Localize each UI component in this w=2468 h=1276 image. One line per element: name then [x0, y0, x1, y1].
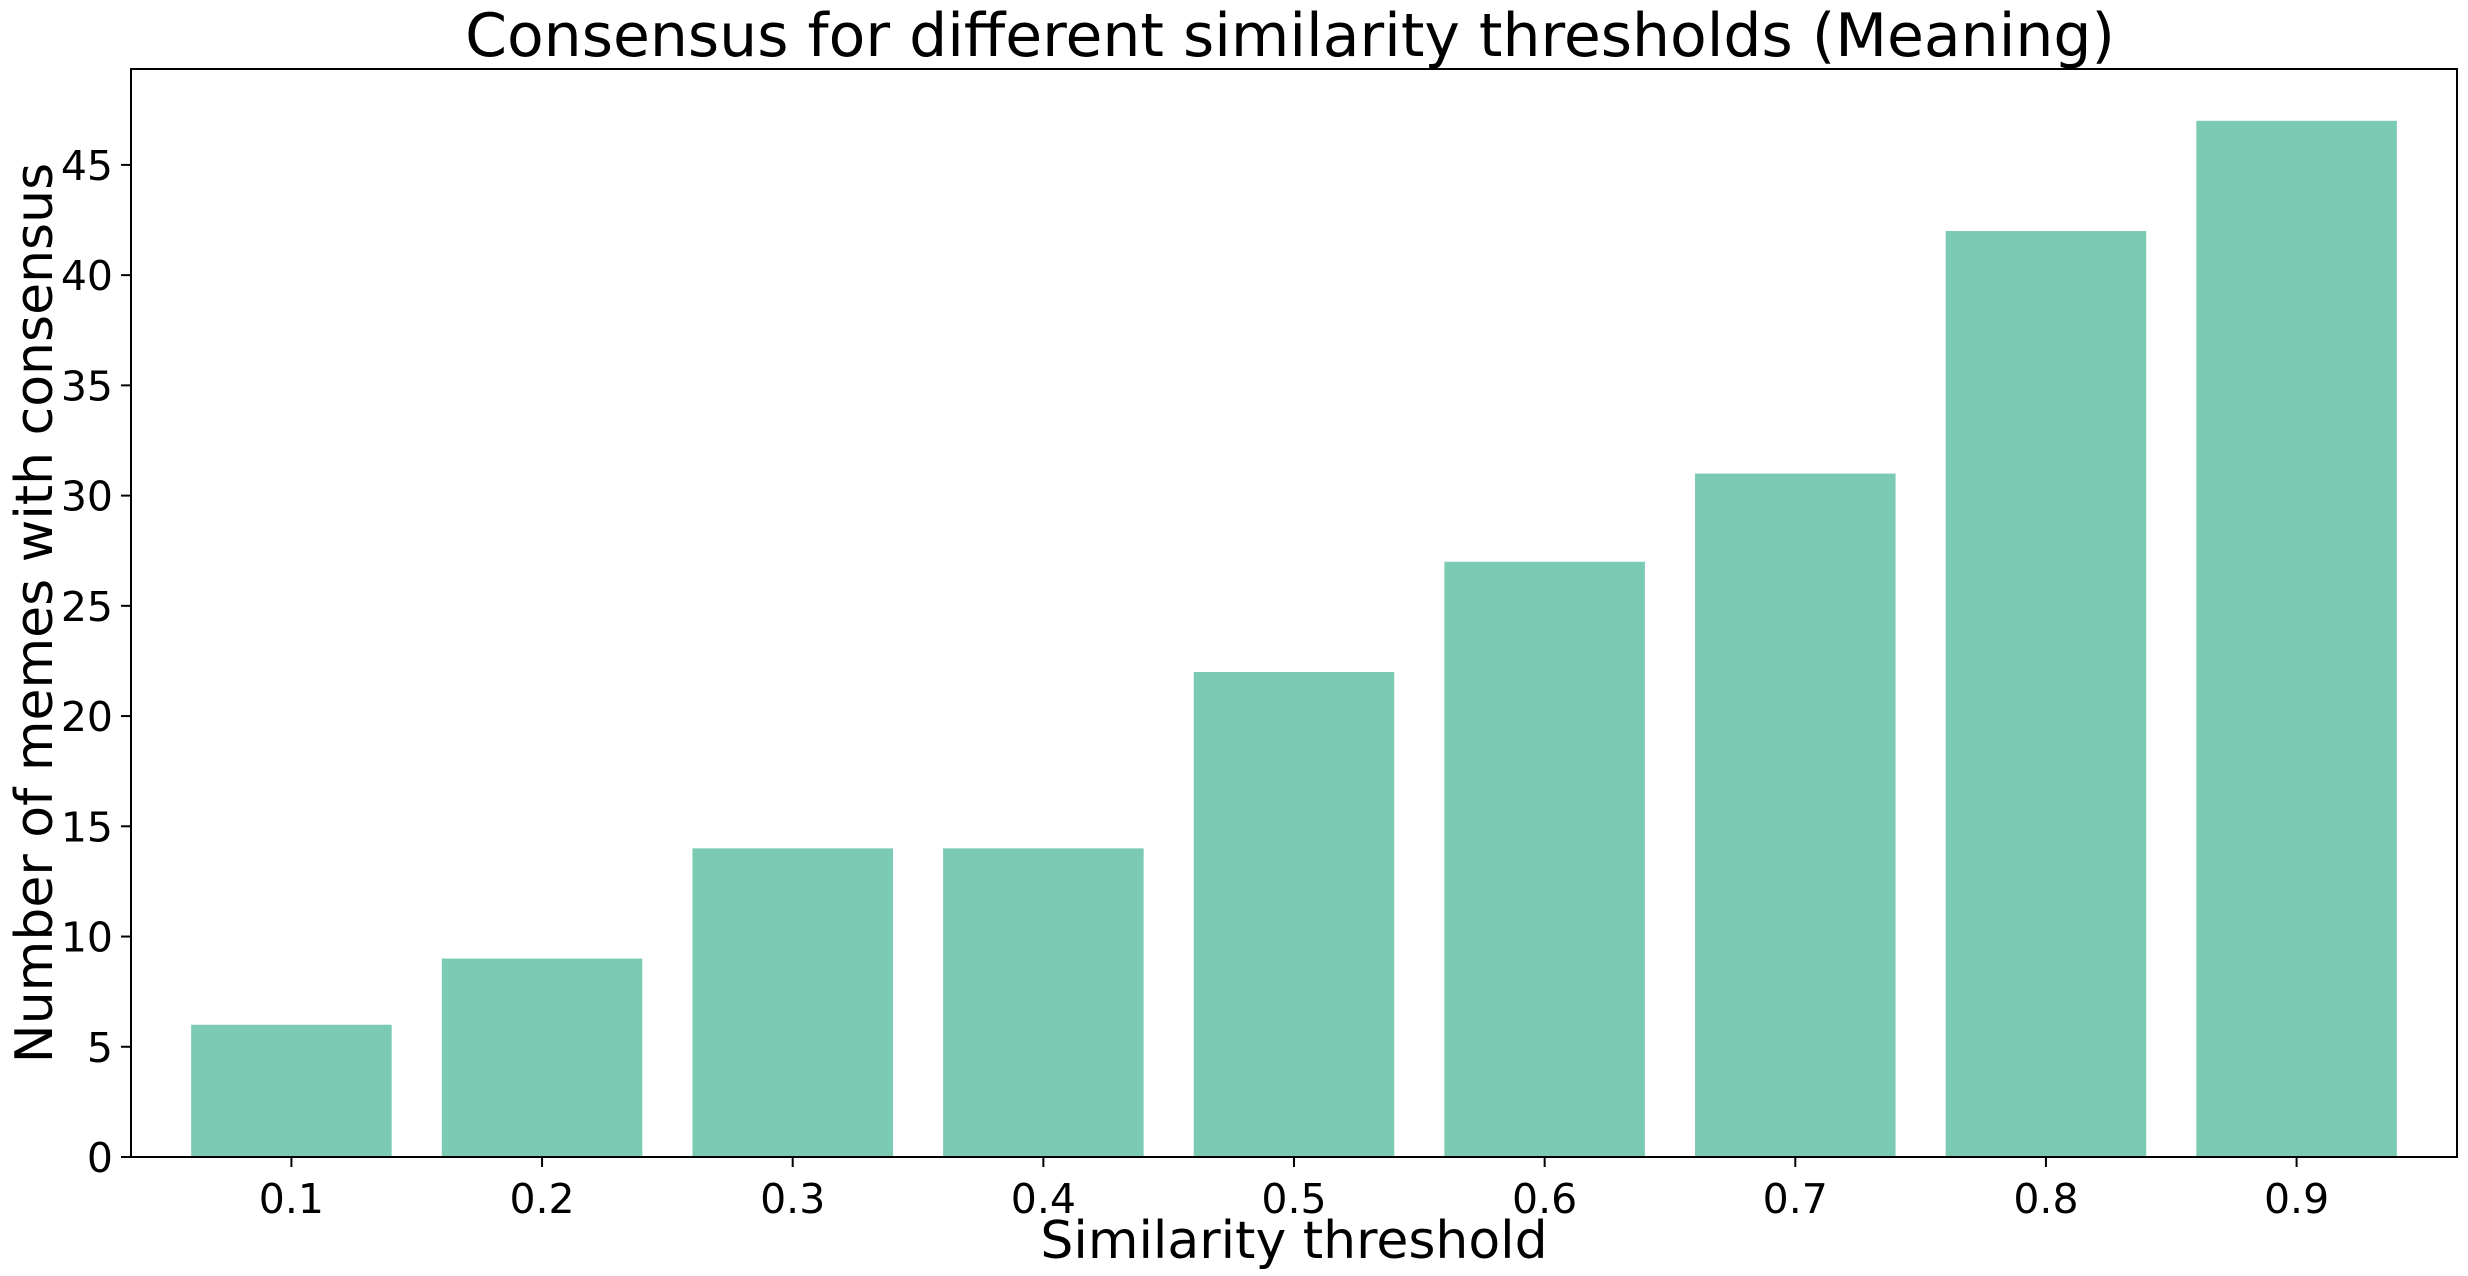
bar-0.2 [441, 958, 643, 1157]
chart-title: Consensus for different similarity thres… [465, 1, 2115, 71]
x-tick-label: 0.8 [2013, 1175, 2078, 1223]
y-tick-label: 25 [61, 583, 113, 631]
x-axis-label: Similarity threshold [1040, 1211, 1547, 1271]
bar-0.9 [2196, 120, 2397, 1157]
x-tick-label: 0.2 [509, 1175, 574, 1223]
bar-0.6 [1444, 561, 1645, 1157]
bars-group [191, 120, 2397, 1158]
x-tick-label: 0.1 [259, 1175, 324, 1223]
x-tick-label: 0.6 [1512, 1175, 1577, 1223]
x-tick-label: 0.4 [1011, 1175, 1076, 1223]
x-tick-label: 0.5 [1261, 1175, 1326, 1223]
y-tick-label: 20 [61, 693, 113, 741]
bar-0.7 [1695, 473, 1896, 1158]
y-tick-label: 45 [61, 142, 113, 190]
y-tick-label: 10 [61, 914, 113, 962]
x-tick-label: 0.9 [2264, 1175, 2329, 1223]
x-tick-label: 0.3 [760, 1175, 825, 1223]
bar-0.8 [1945, 231, 2147, 1158]
y-tick-label: 5 [87, 1024, 113, 1072]
y-tick-label: 30 [61, 473, 113, 521]
bar-0.3 [692, 848, 893, 1157]
y-tick-label: 0 [87, 1134, 113, 1182]
plot-area-frame [130, 68, 2458, 1158]
y-axis-label: Number of memes with consensus [5, 163, 65, 1063]
x-tick-label: 0.7 [1763, 1175, 1828, 1223]
y-tick-label: 40 [61, 252, 113, 300]
bar-0.1 [191, 1024, 392, 1157]
y-axis-ticks: 0 5 10 15 20 25 30 35 40 45 [61, 142, 131, 1182]
y-tick-label: 15 [61, 803, 113, 851]
y-tick-label: 35 [61, 362, 113, 410]
bar-0.4 [943, 848, 1144, 1157]
bar-0.5 [1193, 671, 1395, 1157]
x-axis-ticks: 0.1 0.2 0.3 0.4 0.5 0.6 0.7 0.8 0.9 [259, 1157, 2329, 1223]
